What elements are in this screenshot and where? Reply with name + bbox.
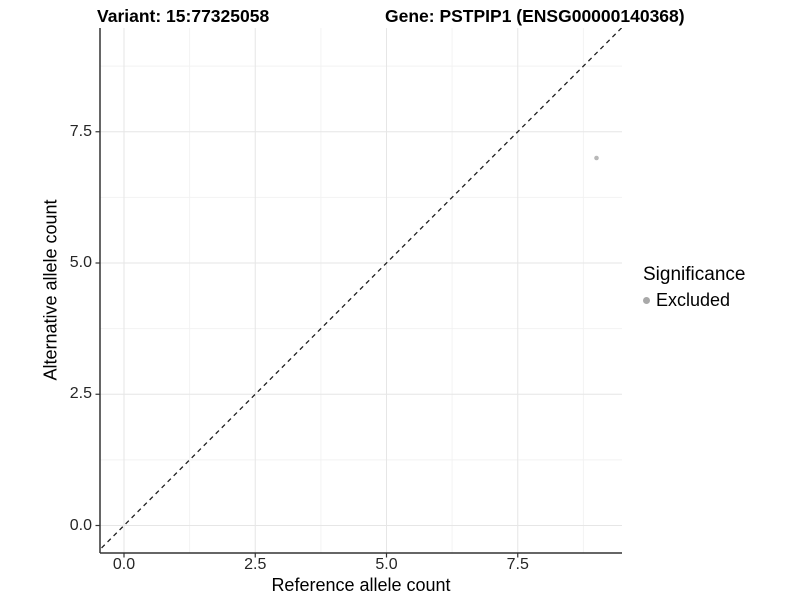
- y-tick-label-2.5: 2.5: [69, 385, 92, 403]
- identity-line: [100, 28, 622, 551]
- y-axis-title: Alternative allele count: [40, 199, 61, 381]
- x-tick-label-5.0: 5.0: [375, 556, 398, 573]
- legend-item-excluded: Excluded: [643, 289, 745, 311]
- major-gridlines: [100, 28, 622, 553]
- plot-title-variant: Variant: 15:77325058: [97, 6, 270, 26]
- legend-title: Significance: [643, 264, 746, 285]
- data-point-excluded: [594, 155, 599, 161]
- legend: Significance Excluded: [643, 264, 745, 311]
- legend-item-label: Excluded: [656, 289, 731, 310]
- plot-panel: [100, 28, 622, 553]
- plot-title-gene: Gene: PSTPIP1 (ENSG00000140368): [385, 6, 685, 26]
- y-tick-label-0.0: 0.0: [69, 516, 92, 534]
- tick-marks: [95, 131, 519, 558]
- x-tick-label-2.5: 2.5: [244, 556, 267, 573]
- y-tick-label-5.0: 5.0: [69, 254, 92, 271]
- axis-lines: [99, 28, 622, 554]
- x-tick-label-0.0: 0.0: [112, 556, 136, 573]
- legend-point-swatch: [643, 296, 650, 304]
- x-axis-title: Reference allele count: [271, 575, 451, 595]
- x-tick-label-7.5: 7.5: [506, 556, 529, 573]
- y-tick-label-7.5: 7.5: [69, 122, 92, 140]
- minor-gridlines: [100, 28, 622, 553]
